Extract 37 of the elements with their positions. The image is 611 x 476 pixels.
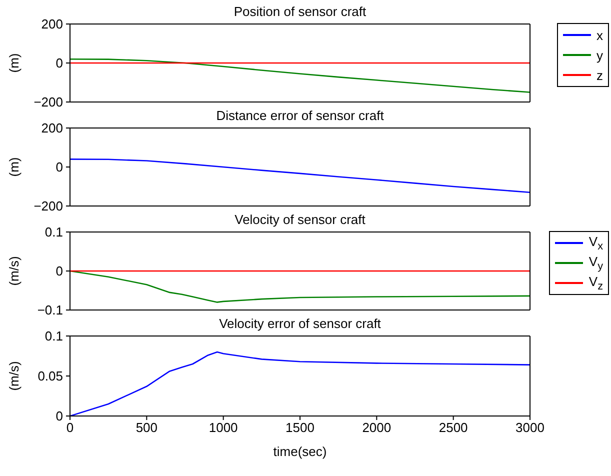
y-tick-label: 0 (56, 160, 63, 175)
y-tick-label: 200 (41, 120, 63, 136)
x-tick-label: 1500 (286, 420, 314, 436)
y-axis-title: (m) (6, 53, 22, 73)
y-tick-label: −200 (34, 198, 63, 214)
x-tick-label: 3000 (516, 420, 544, 436)
y-axis-title: (m/s) (6, 256, 22, 286)
y-tick-label: 0.1 (44, 328, 63, 344)
y-tick-label: −200 (34, 94, 63, 110)
chart-title: Position of sensor craft (234, 4, 366, 19)
y-tick-label: 200 (41, 16, 63, 32)
legend-label: V$_{z}$ (588, 274, 603, 292)
legend-label: y (596, 48, 603, 62)
y-tick-label: 0 (56, 56, 63, 71)
legend-label: V$_{x}$ (588, 234, 603, 252)
y-tick-label: 0 (56, 408, 63, 424)
x-tick-label: 500 (136, 420, 158, 436)
line-series (70, 58, 530, 93)
chart-title: Velocity of sensor craft (234, 212, 366, 227)
y-tick-label: 0 (56, 264, 63, 279)
line-series (70, 158, 530, 193)
y-tick-label: −0.1 (37, 302, 63, 318)
legend-label: V$_{y}$ (588, 254, 603, 272)
x-tick-label: 1000 (208, 420, 238, 436)
chart-title: Velocity error of sensor craft (219, 316, 381, 331)
y-axis-title: (m) (6, 157, 22, 177)
chart-title: Distance error of sensor craft (216, 108, 384, 123)
y-axis-title: (m/s) (6, 361, 22, 391)
line-series (70, 270, 530, 303)
y-tick-label: 0.05 (38, 368, 63, 384)
legend-label: x (596, 28, 603, 42)
y-tick-label: 0.1 (44, 224, 63, 240)
legend-label: z (596, 68, 603, 82)
x-tick-label: 2000 (362, 420, 392, 436)
x-axis-title: time(sec) (273, 444, 327, 459)
x-tick-label: 2500 (438, 420, 468, 436)
x-tick-label: 0 (66, 420, 74, 436)
